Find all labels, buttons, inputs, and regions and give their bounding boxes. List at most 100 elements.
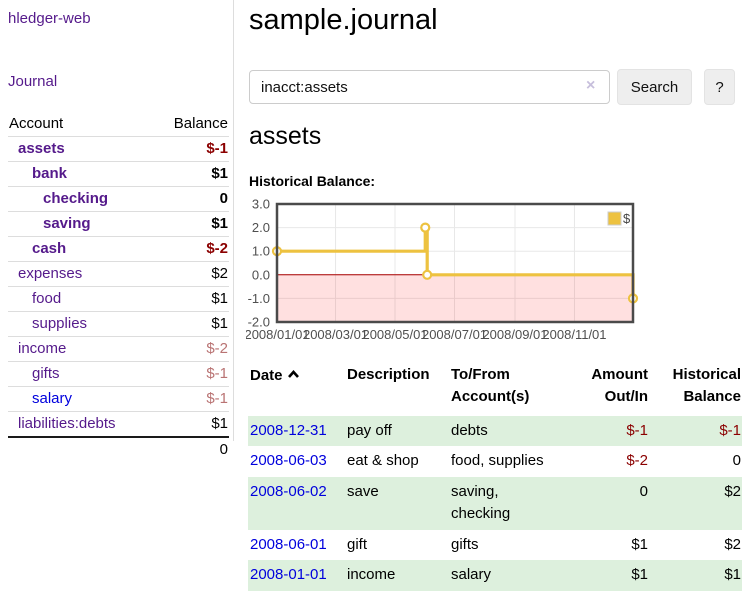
account-link-saving[interactable]: saving bbox=[43, 215, 91, 232]
transaction-description: pay off bbox=[345, 415, 449, 447]
account-balance: 0 bbox=[153, 186, 229, 212]
register-header-amount: Amount Out/In bbox=[591, 366, 648, 405]
svg-text:0.0: 0.0 bbox=[252, 267, 270, 282]
account-row-liabilities-debts: liabilities:debts $1 bbox=[8, 411, 229, 438]
account-row-cash: cash $-2 bbox=[8, 236, 229, 262]
transaction-accounts: food, supplies bbox=[451, 452, 544, 470]
account-balance: $2 bbox=[153, 261, 229, 287]
register-header-description: Description bbox=[347, 366, 430, 383]
register-row: 2008-01-01 income salary $1 $1 bbox=[248, 560, 742, 591]
accounts-total-balance: 0 bbox=[219, 441, 228, 458]
svg-text:2.0: 2.0 bbox=[252, 220, 270, 235]
register-table: Date Description To/From Account(s) Amoun… bbox=[248, 362, 742, 591]
transaction-balance: $2 bbox=[649, 477, 742, 530]
account-row-saving: saving $1 bbox=[8, 211, 229, 237]
transaction-amount: $-2 bbox=[626, 452, 648, 470]
account-row-salary: salary $-1 bbox=[8, 386, 229, 412]
historical-balance-chart: 3.0 2.0 1.0 0.0 -1.0 -2.0 2008/01/01 2008/03/01… bbox=[246, 198, 739, 344]
account-row-checking: checking 0 bbox=[8, 186, 229, 212]
account-row-supplies: supplies $1 bbox=[8, 311, 229, 337]
transaction-description: income bbox=[345, 560, 449, 591]
account-balance: $1 bbox=[153, 411, 229, 438]
account-link-gifts[interactable]: gifts bbox=[32, 365, 60, 382]
account-balance: $-1 bbox=[153, 361, 229, 387]
account-balance: $1 bbox=[153, 161, 229, 187]
svg-text:3.0: 3.0 bbox=[252, 198, 270, 212]
transaction-accounts: debts bbox=[449, 415, 561, 447]
accounts-header-account: Account bbox=[8, 112, 154, 137]
svg-text:$: $ bbox=[623, 211, 631, 226]
accounts-header-row: Account Balance bbox=[8, 112, 229, 137]
account-link-liabilities-debts[interactable]: liabilities:debts bbox=[18, 415, 116, 432]
account-row-bank: bank $1 bbox=[8, 161, 229, 187]
transaction-accounts: saving, checking bbox=[449, 477, 561, 530]
account-link-bank[interactable]: bank bbox=[32, 165, 68, 182]
account-row-assets: assets $-1 bbox=[8, 136, 229, 162]
transaction-balance: $1 bbox=[649, 560, 742, 591]
svg-text:2008/07/01: 2008/07/01 bbox=[422, 327, 487, 342]
sort-asc-icon bbox=[287, 364, 300, 386]
app-brand-link[interactable]: hledger-web bbox=[8, 10, 91, 27]
page-title: sample.journal bbox=[249, 4, 438, 36]
transaction-amount: $-1 bbox=[561, 415, 649, 447]
account-link-salary[interactable]: salary bbox=[32, 390, 73, 407]
register-row: 2008-12-31 pay off debts $-1 $-1 bbox=[248, 415, 742, 447]
accounts-header-balance: Balance bbox=[153, 112, 229, 137]
svg-text:2008/11/01: 2008/11/01 bbox=[542, 327, 606, 342]
account-heading: assets bbox=[249, 122, 322, 150]
clear-search-icon[interactable]: × bbox=[586, 77, 596, 94]
accounts-table: Account Balance assets $-1 bank $1 check… bbox=[8, 112, 229, 462]
account-balance: $-1 bbox=[153, 386, 229, 412]
account-row-gifts: gifts $-1 bbox=[8, 361, 229, 387]
transaction-amount: $1 bbox=[561, 560, 649, 591]
register-header-accounts: To/From Account(s) bbox=[451, 366, 530, 405]
account-link-supplies[interactable]: supplies bbox=[32, 315, 88, 332]
svg-text:2008/05/01: 2008/05/01 bbox=[362, 327, 427, 342]
transaction-balance: 0 bbox=[732, 452, 741, 470]
account-link-expenses[interactable]: expenses bbox=[18, 265, 83, 282]
accounts-total-row: 0 bbox=[8, 437, 229, 462]
account-balance: $-2 bbox=[153, 336, 229, 362]
sidebar: hledger-web Journal Account Balance asse… bbox=[8, 0, 229, 462]
account-link-food[interactable]: food bbox=[32, 290, 62, 307]
register-header-balance: Historical Balance bbox=[672, 366, 741, 405]
search-button[interactable]: Search bbox=[617, 69, 692, 105]
account-balance: $1 bbox=[153, 286, 229, 312]
svg-text:2008/01/01: 2008/01/01 bbox=[246, 327, 310, 342]
sidebar-item-journal[interactable]: Journal bbox=[8, 73, 58, 90]
transaction-description: gift bbox=[347, 535, 368, 553]
transaction-accounts: salary bbox=[449, 560, 561, 591]
transaction-description: save bbox=[345, 477, 449, 530]
account-link-cash[interactable]: cash bbox=[32, 240, 67, 257]
transaction-date-link[interactable]: 2008-01-01 bbox=[250, 566, 327, 584]
account-balance: $-1 bbox=[153, 136, 229, 162]
transaction-date-link[interactable]: 2008-06-02 bbox=[250, 483, 327, 500]
register-row: 2008-06-01 gift gifts $1 $2 bbox=[248, 530, 742, 561]
account-link-income[interactable]: income bbox=[18, 340, 67, 357]
chart-title: Historical Balance: bbox=[249, 173, 376, 189]
register-row: 2008-06-03 eat & shop food, supplies $-2… bbox=[248, 446, 742, 477]
transaction-date-link[interactable]: 2008-06-03 bbox=[250, 452, 327, 470]
transaction-balance: $2 bbox=[724, 535, 741, 553]
account-link-checking[interactable]: checking bbox=[43, 190, 109, 207]
search-form: × Search ? bbox=[249, 69, 742, 105]
register-header-row: Date Description To/From Account(s) Amoun… bbox=[248, 362, 742, 416]
account-link-assets[interactable]: assets bbox=[18, 140, 65, 157]
sidebar-divider bbox=[233, 0, 234, 441]
account-balance: $1 bbox=[153, 211, 229, 237]
transaction-accounts: gifts bbox=[451, 535, 479, 553]
transaction-date-link[interactable]: 2008-06-01 bbox=[250, 535, 327, 553]
main-content: sample.journal × Search ? assets Histori… bbox=[246, 0, 742, 591]
account-balance: $1 bbox=[153, 311, 229, 337]
account-balance: $-2 bbox=[153, 236, 229, 262]
register-row: 2008-06-02 save saving, checking 0 $2 bbox=[248, 477, 742, 530]
svg-text:2008/09/01: 2008/09/01 bbox=[482, 327, 547, 342]
account-row-income: income $-2 bbox=[8, 336, 229, 362]
transaction-date-link[interactable]: 2008-12-31 bbox=[250, 421, 327, 439]
search-input[interactable] bbox=[249, 70, 610, 104]
svg-text:2008/03/01: 2008/03/01 bbox=[303, 327, 368, 342]
svg-text:1.0: 1.0 bbox=[252, 244, 270, 259]
help-button[interactable]: ? bbox=[704, 69, 735, 105]
svg-text:-1.0: -1.0 bbox=[248, 291, 270, 306]
register-header-date[interactable]: Date bbox=[248, 362, 345, 416]
